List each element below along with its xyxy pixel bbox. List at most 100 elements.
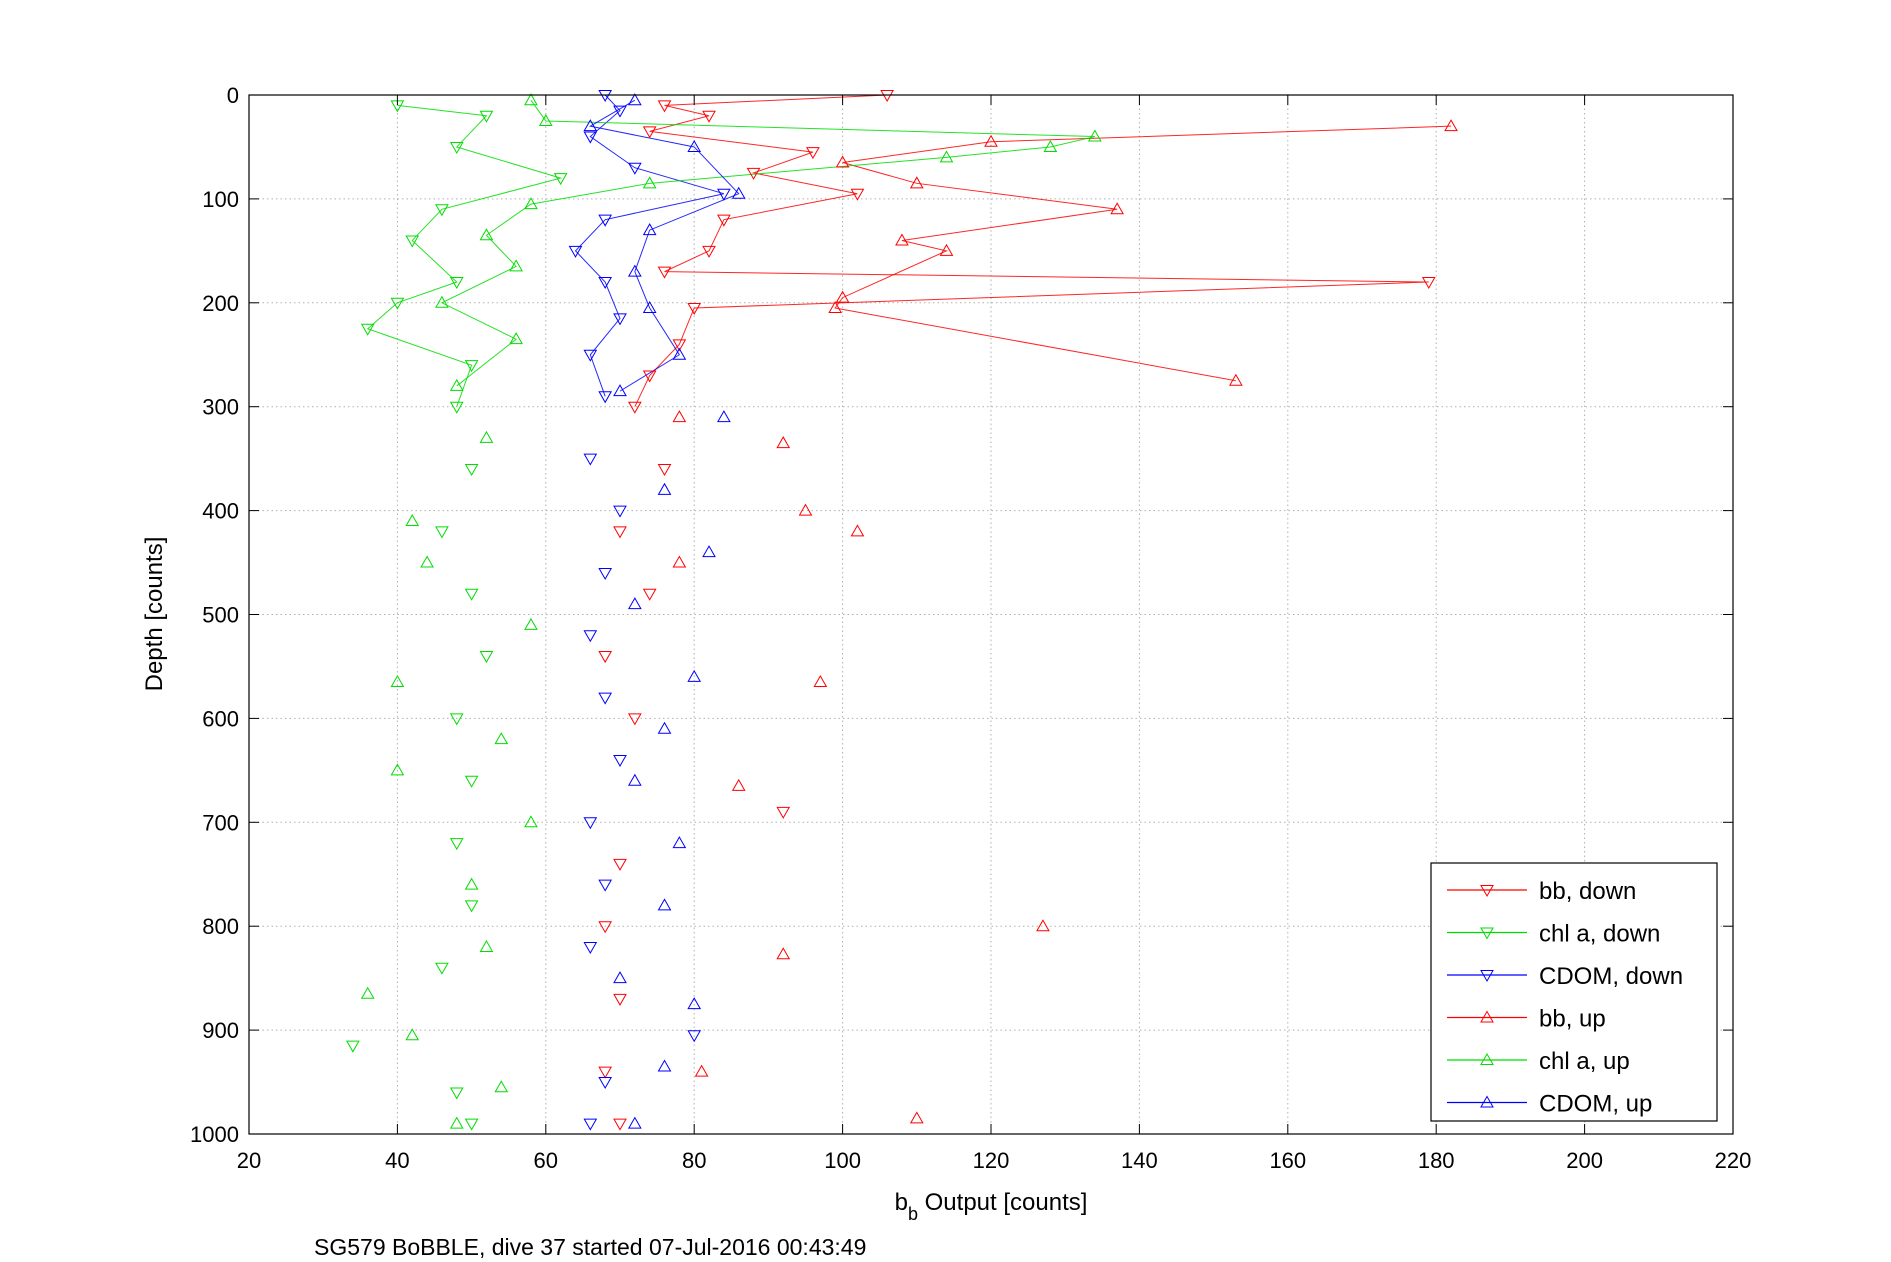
- data-point-chl-a-down: [449, 838, 464, 851]
- data-point-chl-a-down: [449, 401, 464, 414]
- data-point-bb-up: [895, 233, 909, 246]
- data-point-bb-down: [657, 464, 672, 477]
- data-point-chl-a-down: [479, 651, 494, 664]
- figure-caption: SG579 BoBBLE, dive 37 started 07-Jul-201…: [314, 1234, 866, 1260]
- data-point-bb-down: [880, 90, 894, 103]
- data-point-chl-a-down: [464, 464, 479, 477]
- data-point-chl-a-up: [390, 763, 405, 776]
- legend-swatch-marker-chl-a-down: [1480, 927, 1494, 940]
- data-point-chl-a-down: [435, 526, 449, 539]
- data-point-chl-a-down: [464, 360, 479, 373]
- data-point-chl-a-up: [524, 93, 538, 106]
- data-point-cdom-up: [687, 997, 702, 1010]
- legend-label-chl-a-down: chl a, down: [1539, 921, 1660, 948]
- data-point-cdom-down: [583, 453, 598, 466]
- data-point-chl-a-up: [494, 732, 509, 745]
- data-point-bb-up: [776, 947, 791, 960]
- y-tick-label: 600: [202, 706, 239, 731]
- data-point-bb-up: [1228, 373, 1243, 386]
- data-point-cdom-down: [687, 1030, 702, 1043]
- data-point-chl-a-up: [1088, 129, 1102, 142]
- data-point-chl-a-down: [464, 1118, 479, 1131]
- data-point-chl-a-up: [435, 295, 449, 308]
- data-point-bb-up: [835, 155, 850, 168]
- x-axis-label-rest: Output [counts]: [918, 1189, 1087, 1216]
- series-line-bb-down: [634, 94, 1429, 407]
- x-tick-label: 60: [534, 1148, 558, 1173]
- data-point-cdom-up: [657, 721, 672, 734]
- data-point-cdom-down: [583, 630, 598, 643]
- data-point-chl-a-down: [435, 204, 449, 217]
- series-line-chl-a-down: [366, 104, 563, 407]
- data-point-chl-a-up: [479, 939, 494, 952]
- data-point-cdom-down: [613, 105, 627, 118]
- data-point-cdom-up: [642, 300, 657, 313]
- x-tick-label: 40: [385, 1148, 409, 1173]
- x-tick-label: 120: [973, 1148, 1010, 1173]
- data-point-bb-down: [776, 806, 791, 819]
- y-tick-label: 200: [202, 291, 239, 316]
- data-point-cdom-up: [672, 836, 687, 849]
- data-point-bb-up: [813, 675, 828, 688]
- data-point-chl-a-up: [509, 332, 523, 345]
- data-point-cdom-down: [598, 214, 613, 227]
- x-tick-label: 160: [1269, 1148, 1306, 1173]
- data-point-chl-a-up: [405, 513, 420, 526]
- data-point-bb-down: [657, 100, 672, 113]
- data-point-bb-down: [672, 339, 687, 352]
- data-point-cdom-down: [613, 754, 627, 767]
- data-point-chl-a-up: [449, 1116, 464, 1129]
- data-point-cdom-up: [613, 971, 627, 984]
- data-point-chl-a-up: [538, 113, 553, 126]
- data-point-cdom-up: [657, 1059, 672, 1072]
- data-point-bb-down: [702, 110, 716, 123]
- data-point-cdom-down: [598, 1077, 613, 1090]
- data-point-cdom-down: [598, 879, 613, 892]
- legend-label-bb-down: bb, down: [1539, 878, 1636, 905]
- data-point-bb-up: [835, 290, 850, 303]
- data-point-cdom-up: [731, 186, 746, 199]
- y-tick-label: 700: [202, 810, 239, 835]
- legend-swatch-marker-bb-up: [1480, 1010, 1494, 1023]
- data-point-chl-a-up: [494, 1080, 509, 1093]
- data-point-bb-up: [984, 134, 998, 147]
- data-point-cdom-up: [627, 93, 642, 106]
- data-point-chl-a-down: [449, 277, 464, 290]
- data-point-bb-down: [613, 858, 627, 871]
- y-tick-label: 900: [202, 1018, 239, 1043]
- data-point-cdom-up: [627, 597, 642, 610]
- data-point-bb-up: [798, 503, 813, 516]
- y-tick-label: 500: [202, 603, 239, 628]
- data-point-cdom-up: [657, 898, 672, 911]
- data-point-cdom-up: [627, 264, 642, 277]
- data-point-cdom-down: [568, 245, 583, 258]
- y-tick-label: 300: [202, 395, 239, 420]
- data-point-cdom-up: [672, 347, 687, 360]
- legend-label-chl-a-up: chl a, up: [1539, 1048, 1630, 1075]
- data-point-cdom-down: [583, 1118, 598, 1131]
- data-point-bb-down: [687, 302, 702, 316]
- data-point-cdom-up: [583, 119, 598, 132]
- x-tick-label: 20: [237, 1148, 261, 1173]
- data-point-chl-a-up: [939, 150, 954, 163]
- legend-label-bb-up: bb, up: [1539, 1006, 1606, 1033]
- data-point-bb-up: [672, 555, 687, 568]
- data-point-bb-down: [657, 266, 672, 279]
- data-point-bb-up: [939, 243, 954, 256]
- data-point-bb-down: [717, 214, 731, 227]
- data-point-chl-a-down: [464, 775, 479, 788]
- data-point-bb-down: [746, 167, 761, 180]
- data-point-bb-down: [613, 993, 627, 1006]
- data-point-cdom-down: [583, 131, 598, 144]
- data-point-bb-down: [642, 126, 657, 139]
- data-point-bb-down: [1421, 277, 1436, 290]
- x-tick-labels: 20 40 60 80 100 120 140 160 180 200 220: [237, 1148, 1752, 1173]
- y-axis-label: Depth [counts]: [141, 537, 168, 692]
- legend: bb, down chl a, down CDOM, down bb, up chl a…: [1430, 862, 1718, 1122]
- x-tick-label: 200: [1566, 1148, 1603, 1173]
- legend-label-cdom-down: CDOM, down: [1539, 963, 1683, 990]
- data-point-chl-a-up: [390, 675, 405, 688]
- legend-swatch-marker-bb-down: [1480, 885, 1494, 898]
- data-point-cdom-up: [687, 139, 702, 152]
